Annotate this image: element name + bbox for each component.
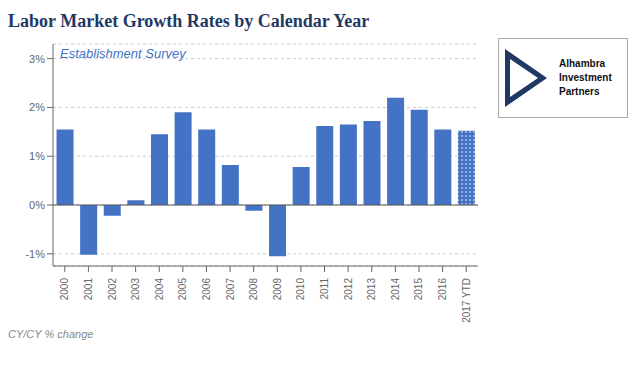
svg-text:2007: 2007 [225, 278, 236, 301]
svg-text:2001: 2001 [83, 278, 94, 301]
svg-text:2015: 2015 [413, 278, 424, 301]
svg-text:2012: 2012 [343, 278, 354, 301]
svg-text:1%: 1% [29, 150, 45, 162]
svg-text:2013: 2013 [366, 278, 377, 301]
svg-text:2003: 2003 [130, 278, 141, 301]
svg-text:2011: 2011 [319, 278, 330, 300]
svg-text:2016: 2016 [437, 278, 448, 301]
html-text:Investment: Investment [559, 72, 612, 83]
svg-text:2005: 2005 [177, 278, 188, 301]
svg-text:2009: 2009 [272, 278, 283, 301]
svg-text:2000: 2000 [59, 278, 70, 301]
svg-text:2004: 2004 [154, 278, 165, 301]
html-text:CY/CY % change: CY/CY % change [8, 328, 94, 340]
svg-text:3%: 3% [29, 53, 45, 65]
html-text:Establishment Survey: Establishment Survey [60, 46, 186, 61]
svg-text:0%: 0% [29, 199, 45, 211]
svg-text:2008: 2008 [248, 278, 259, 301]
svg-text:2017 YTD: 2017 YTD [461, 278, 472, 323]
svg-text:-1%: -1% [25, 248, 45, 260]
html-text:Alhambra: Alhambra [559, 58, 606, 69]
svg-text:2010: 2010 [295, 278, 306, 301]
html-text:Partners: Partners [559, 86, 600, 97]
svg-text:2002: 2002 [107, 278, 118, 301]
svg-text:2006: 2006 [201, 278, 212, 301]
svg-text:2%: 2% [29, 101, 45, 113]
html-text:Labor Market Growth Rates by C: Labor Market Growth Rates by Calendar Ye… [8, 11, 370, 31]
svg-text:2014: 2014 [390, 278, 401, 301]
